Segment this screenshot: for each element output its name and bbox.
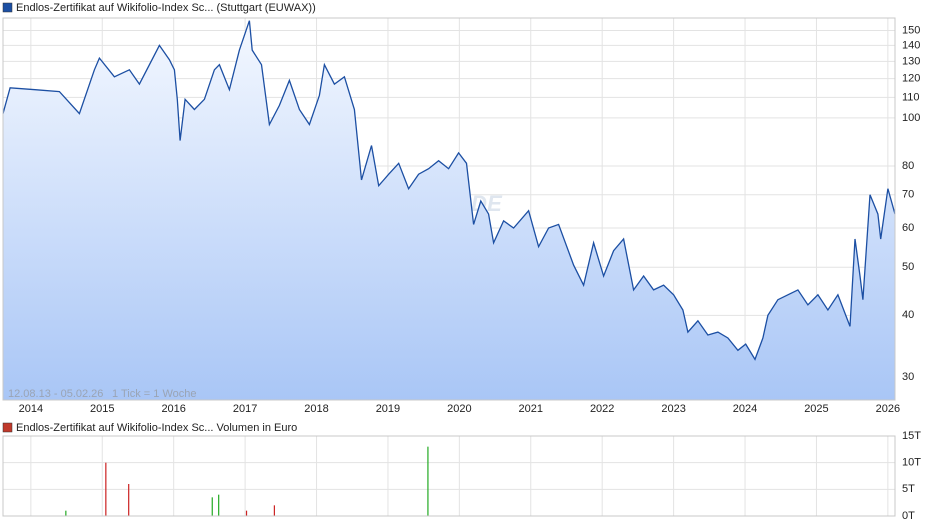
y-tick-label: 100	[902, 112, 920, 124]
volume-bar	[105, 462, 107, 516]
x-tick-label: 2023	[661, 403, 685, 415]
y-tick-label: 40	[902, 309, 914, 321]
y-tick-label: 30	[902, 371, 914, 383]
x-tick-label: 2022	[590, 403, 614, 415]
y-tick-label: 60	[902, 222, 914, 234]
y-tick-label: 70	[902, 189, 914, 201]
annotation: 12.08.13 - 05.02.26	[8, 388, 103, 400]
y-tick-label: 110	[902, 91, 920, 103]
x-tick-label: 2016	[161, 403, 185, 415]
legend-swatch	[2, 422, 13, 433]
chart-title: Endlos-Zertifikat auf Wikifolio-Index Sc…	[16, 422, 297, 434]
volume-bar	[65, 510, 67, 516]
volume-bar	[211, 497, 213, 516]
volume-bar	[218, 494, 220, 516]
area	[3, 20, 895, 400]
y-tick-label: 150	[902, 24, 920, 36]
x-tick-label: 2018	[304, 403, 328, 415]
x-tick-label: 2014	[19, 403, 43, 415]
x-tick-label: 2026	[876, 403, 900, 415]
y-tick-label: 5T	[902, 483, 915, 495]
annotation: 1 Tick = 1 Woche	[112, 388, 196, 400]
x-tick-label: 2020	[447, 403, 471, 415]
volume-bar	[273, 505, 275, 516]
volume-bar	[128, 484, 130, 516]
price-line	[2, 20, 896, 361]
plot-frame	[2, 435, 896, 517]
y-tick-label: 15T	[902, 430, 921, 442]
plot-frame	[2, 17, 896, 401]
y-tick-label: 50	[902, 261, 914, 273]
x-tick-label: 2024	[733, 403, 757, 415]
plots: 2014 2015 2016 2017 2018 2019 2020 2021 2022 2023…	[2, 17, 921, 522]
y-tick-label: 10T	[902, 457, 921, 469]
x-tick-label: 2025	[804, 403, 828, 415]
x-tick-label: 2015	[90, 403, 114, 415]
y-tick-label: 130	[902, 55, 920, 67]
x-tick-label: 2019	[376, 403, 400, 415]
volume-bar	[245, 510, 248, 516]
x-tick-label: 2017	[233, 403, 257, 415]
chart-title: Endlos-Zertifikat auf Wikifolio-Index Sc…	[16, 2, 316, 14]
volume-bar	[427, 446, 429, 516]
legend-swatch	[2, 2, 13, 13]
y-tick-label: 80	[902, 160, 914, 172]
y-tick-label: 0T	[902, 510, 915, 522]
y-tick-label: 120	[902, 73, 920, 85]
y-tick-label: 140	[902, 39, 920, 51]
x-tick-label: 2021	[519, 403, 543, 415]
